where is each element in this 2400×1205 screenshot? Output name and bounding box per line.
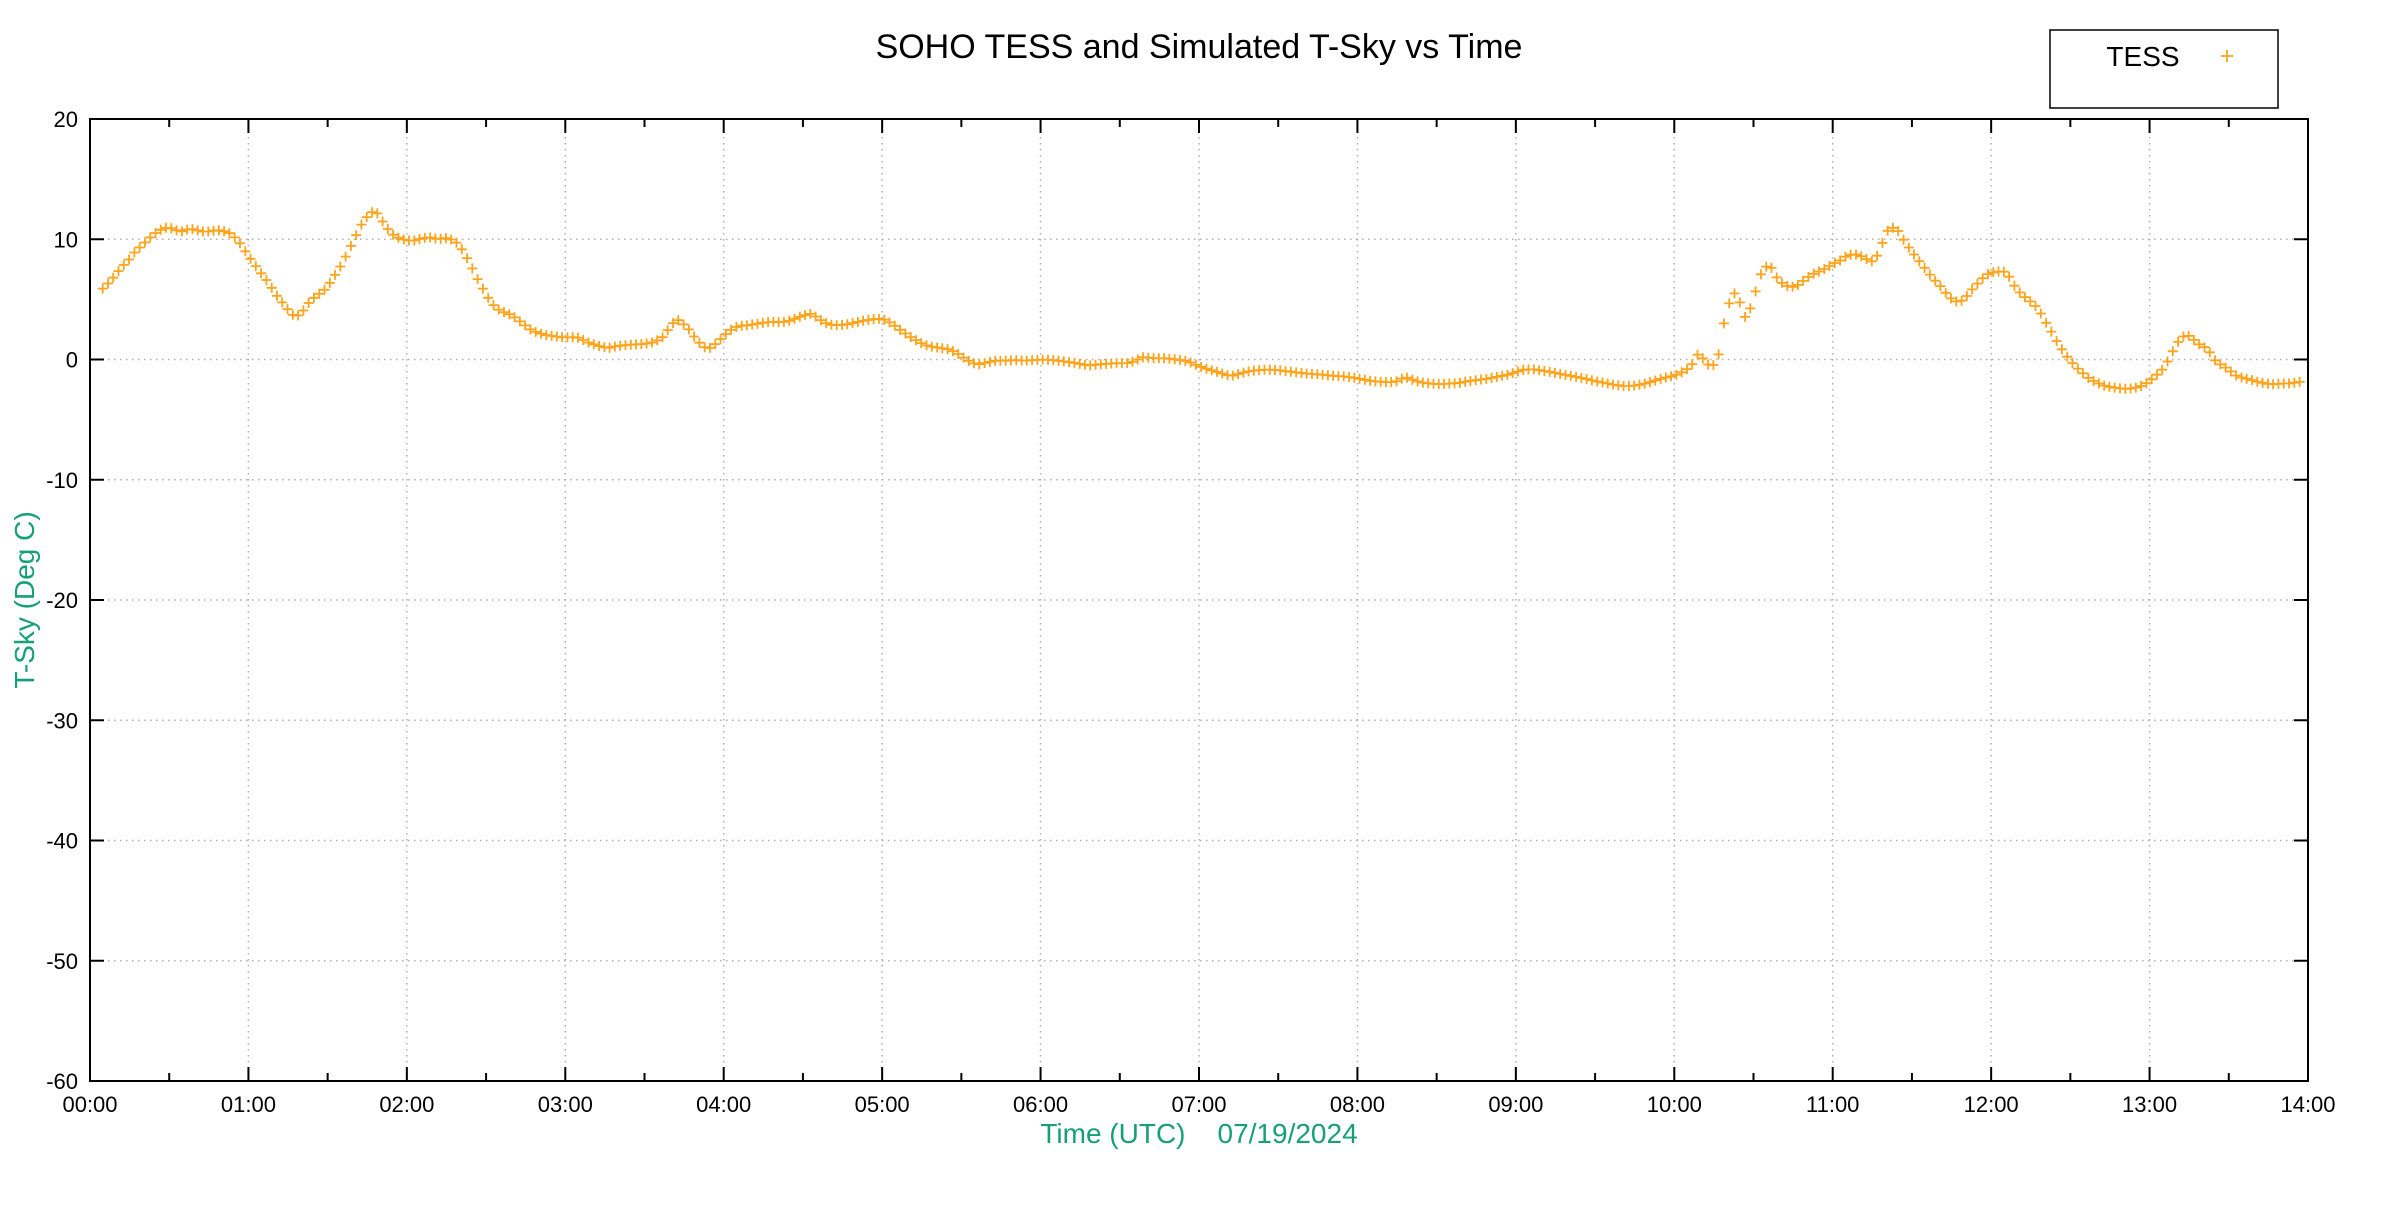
axis-ticks	[89, 118, 2309, 1082]
tick-marks	[89, 118, 2309, 1082]
x-axis-label: Time (UTC) 07/19/2024	[1040, 1118, 1357, 1149]
x-tick-label: 12:00	[1964, 1092, 2019, 1117]
x-axis-label-text: Time (UTC)	[1040, 1118, 1185, 1149]
legend-marker-plus-icon	[2221, 50, 2233, 62]
y-tick-label: 0	[66, 348, 78, 373]
y-tick-label: -60	[46, 1069, 78, 1094]
x-tick-label: 01:00	[221, 1092, 276, 1117]
y-tick-label: -20	[46, 588, 78, 613]
legend-box	[2049, 29, 2279, 109]
legend: TESS	[2049, 29, 2279, 109]
x-tick-label: 00:00	[62, 1092, 117, 1117]
x-tick-label: 05:00	[855, 1092, 910, 1117]
chart-title: SOHO TESS and Simulated T-Sky vs Time	[876, 28, 1523, 66]
y-tick-labels: -60 -50 -40 -30 -20 -10 0 10 20	[46, 107, 78, 1094]
y-axis-label: T-Sky (Deg C)	[9, 511, 40, 688]
y-tick-label: 10	[54, 227, 78, 252]
y-tick-label: -40	[46, 829, 78, 854]
x-tick-label: 11:00	[1806, 1092, 1859, 1117]
legend-entry-label: TESS	[2106, 41, 2179, 72]
tess-series	[97, 207, 2305, 394]
x-tick-label: 09:00	[1488, 1092, 1543, 1117]
y-tick-label: -30	[46, 708, 78, 733]
x-tick-labels: 00:00 01:00 02:00 03:00 04:00 05:00 06:00 07:00…	[62, 1092, 2335, 1117]
y-tick-label: 20	[54, 107, 78, 132]
x-tick-label: 04:00	[696, 1092, 751, 1117]
y-tick-label: -10	[46, 468, 78, 493]
x-tick-label: 13:00	[2122, 1092, 2177, 1117]
x-tick-label: 03:00	[538, 1092, 593, 1117]
x-tick-label: 06:00	[1013, 1092, 1068, 1117]
x-tick-label: 10:00	[1647, 1092, 1702, 1117]
y-tick-label: -50	[46, 949, 78, 974]
x-tick-label: 14:00	[2280, 1092, 2335, 1117]
x-tick-label: 08:00	[1330, 1092, 1385, 1117]
x-tick-label: 07:00	[1171, 1092, 1226, 1117]
x-axis-date: 07/19/2024	[1218, 1118, 1358, 1149]
grid-lines	[90, 119, 2308, 1081]
x-tick-label: 02:00	[379, 1092, 434, 1117]
